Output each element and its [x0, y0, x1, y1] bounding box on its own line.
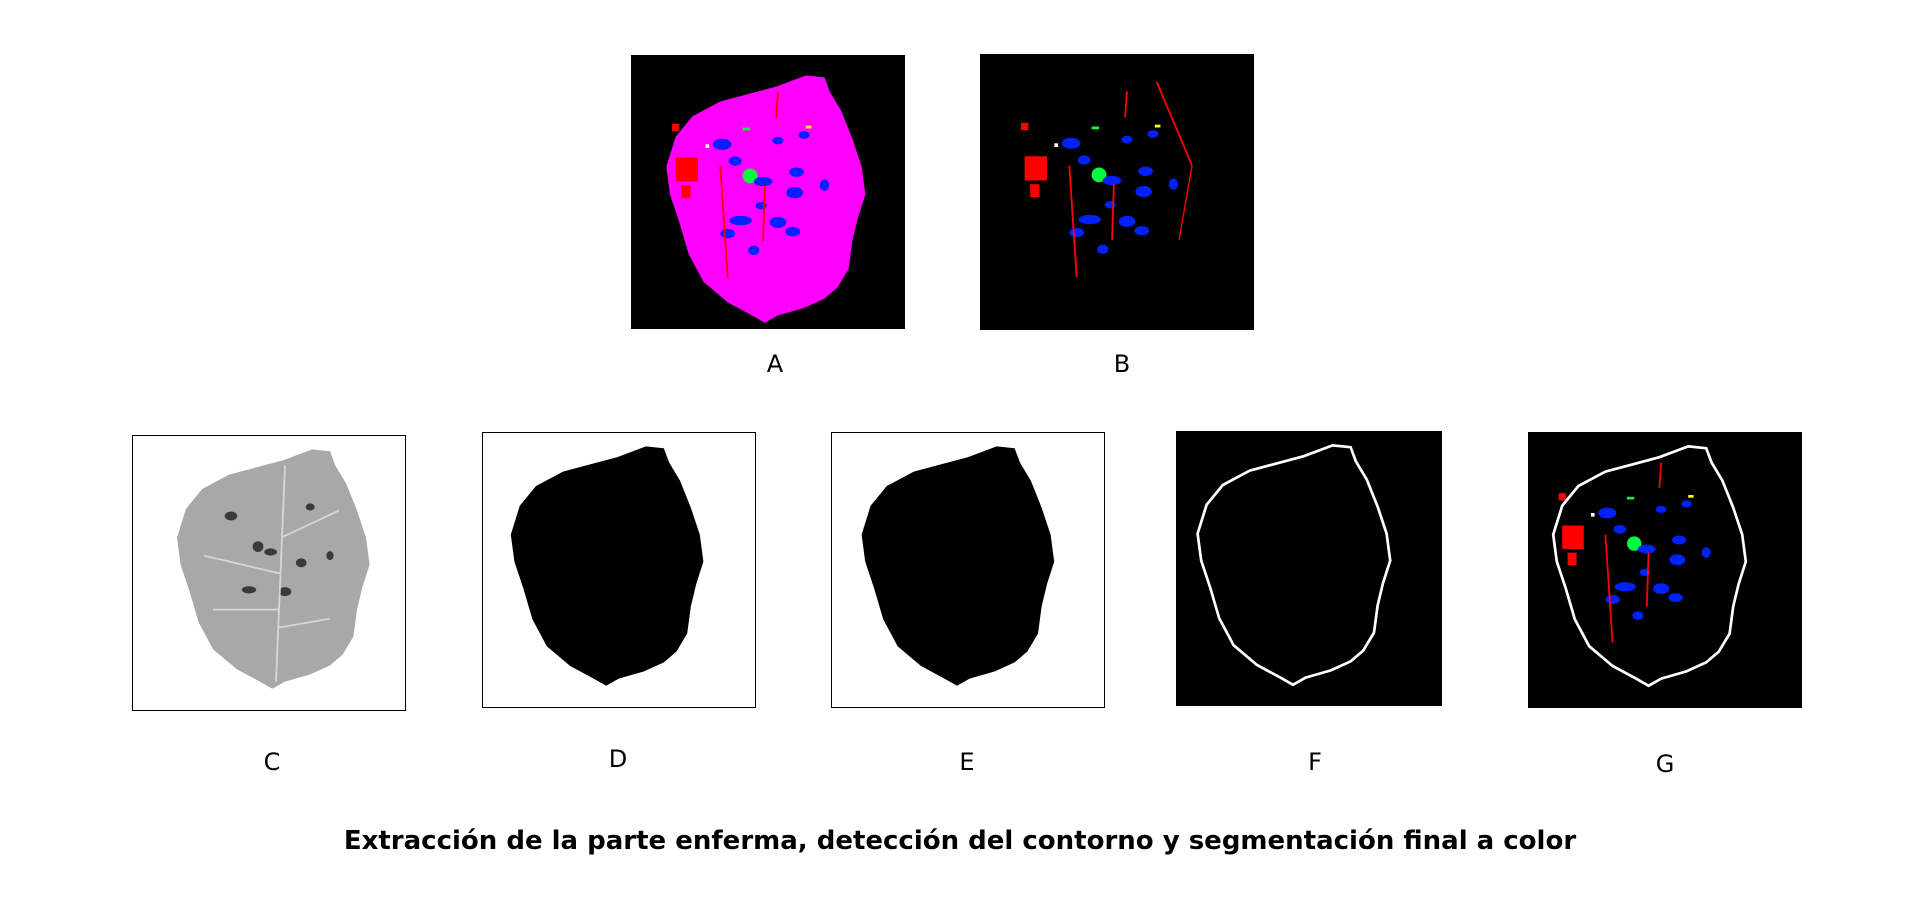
figure-caption: Extracción de la parte enferma, detecció… [343, 826, 1577, 856]
panel-e-label: E [959, 748, 975, 776]
panel-g-label: G [1655, 750, 1675, 778]
panel-b-label: B [1113, 350, 1131, 378]
panel-c-label: C [263, 748, 281, 776]
panel-a-image [631, 55, 905, 329]
panel-d-image [482, 432, 756, 708]
panel-d-label: D [608, 745, 628, 773]
panel-e-image [831, 432, 1105, 708]
panel-f-label: F [1308, 748, 1322, 776]
panel-a-label: A [766, 350, 784, 378]
panel-b-image [980, 54, 1254, 330]
panel-f-image [1176, 431, 1442, 706]
panel-c-image [132, 435, 406, 711]
panel-g-image [1528, 432, 1802, 708]
